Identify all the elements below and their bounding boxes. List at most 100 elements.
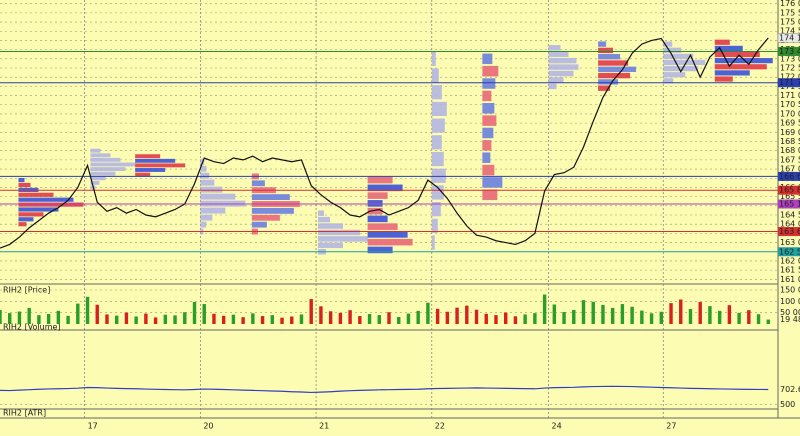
volume-bar xyxy=(513,316,518,324)
volume-bar xyxy=(260,316,265,324)
volume-bar xyxy=(37,315,41,324)
volume-profile-bar xyxy=(318,229,361,236)
volume-profile-bar xyxy=(90,162,136,167)
last-atr-label: 702.689 xyxy=(780,385,800,394)
volume-bar xyxy=(717,310,722,324)
volume-profile-bar xyxy=(431,68,439,83)
y-tick-label: 168 000 xyxy=(780,146,800,155)
y-tick-label: 500 xyxy=(780,400,795,409)
level-tag xyxy=(778,185,800,195)
volume-profile-bar xyxy=(598,54,621,60)
volume-profile-bar xyxy=(367,184,403,192)
volume-bar xyxy=(649,313,654,324)
volume-profile-bar xyxy=(663,47,682,53)
volume-bar xyxy=(192,302,197,324)
level-tag xyxy=(778,247,800,257)
volume-profile-bar xyxy=(90,157,121,162)
volume-bar xyxy=(406,313,411,324)
level-label: 166 600 xyxy=(779,172,800,181)
volume-profile-bar xyxy=(663,59,706,66)
y-tick-label: 150 000 xyxy=(780,286,800,295)
volume-bar xyxy=(0,309,2,324)
volume-profile-bar xyxy=(90,167,126,172)
y-tick-label: 170 500 xyxy=(780,100,800,109)
volume-profile-bar xyxy=(548,51,569,57)
volume-profile-bar xyxy=(200,186,223,193)
volume-profile-bar xyxy=(200,207,226,214)
volume-profile-bar xyxy=(548,83,557,90)
volume-profile-bar xyxy=(318,242,344,249)
atr-line xyxy=(0,385,769,394)
x-tick-label: 20 xyxy=(203,422,213,431)
volume-profile-bar xyxy=(663,66,699,72)
volume-profile-bar xyxy=(714,58,773,64)
volume-profile-bar xyxy=(482,103,495,114)
volume-bar xyxy=(153,317,158,324)
volume-profile-bar xyxy=(200,179,215,186)
volume-bar xyxy=(630,306,634,324)
volume-bar xyxy=(552,304,557,324)
volume-profile-bar xyxy=(251,221,267,228)
volume-profile-bar xyxy=(431,151,444,167)
volume-bar xyxy=(426,302,430,324)
volume-profile-bar xyxy=(90,148,101,153)
y-tick-label: 169 500 xyxy=(780,119,800,128)
level-label: 171 700 xyxy=(779,78,800,87)
volume-bar xyxy=(387,312,391,324)
volume-profile-bar xyxy=(318,236,369,242)
volume-profile-bar xyxy=(251,207,294,214)
volume-profile-bar xyxy=(598,41,607,47)
volume-bar xyxy=(503,312,508,324)
volume-profile-bar xyxy=(251,180,265,187)
volume-profile-bar xyxy=(482,164,495,176)
y-tick-label: 174 500 xyxy=(780,27,800,36)
volume-profile-bar xyxy=(714,64,767,70)
volume-bar xyxy=(319,306,323,324)
level-tag xyxy=(778,199,800,209)
volume-profile-bar xyxy=(548,45,561,51)
volume-profile-bar xyxy=(251,214,280,221)
volume-bar xyxy=(640,310,644,324)
volume-bar xyxy=(659,311,664,324)
volume-bar xyxy=(144,313,148,324)
volume-profile-bar xyxy=(598,47,614,54)
y-tick-label: 162 000 xyxy=(780,256,800,265)
volume-profile-bar xyxy=(18,202,84,207)
volume-profile-bar xyxy=(431,218,438,233)
volume-bar xyxy=(416,310,420,324)
volume-bar xyxy=(8,313,12,324)
level-label: 162 500 xyxy=(779,247,800,256)
volume-bar xyxy=(221,315,226,324)
y-tick-label: 161 500 xyxy=(780,266,800,275)
volume-bar xyxy=(183,312,187,324)
y-tick-label: 173 000 xyxy=(780,54,800,63)
volume-profile-bar xyxy=(135,168,166,172)
volume-bar xyxy=(358,316,362,324)
volume-profile-bar xyxy=(482,90,492,102)
volume-bar xyxy=(17,311,22,324)
volume-profile-bar xyxy=(318,216,331,223)
volume-profile-bar xyxy=(482,127,494,139)
volume-bar xyxy=(66,315,70,324)
x-tick-label: 17 xyxy=(88,422,98,431)
x-tick-label: 21 xyxy=(319,422,329,431)
volume-profile-bar xyxy=(367,207,383,215)
volume-profile-bar xyxy=(367,215,388,223)
level-label: 165 850 xyxy=(779,186,800,195)
volume-bar xyxy=(601,304,605,324)
volume-profile-bar xyxy=(318,223,344,229)
volume-profile-bar xyxy=(431,51,436,66)
volume-bar xyxy=(591,301,595,324)
volume-bar xyxy=(105,314,109,324)
volume-profile-bar xyxy=(18,197,74,202)
volume-bar xyxy=(27,307,31,324)
volume-profile-bar xyxy=(367,200,383,207)
volume-bar xyxy=(270,315,275,324)
level-label: 165 100 xyxy=(779,199,800,208)
y-tick-label: 167 500 xyxy=(780,155,800,164)
volume-bar xyxy=(484,313,488,324)
volume-bar xyxy=(727,305,732,324)
y-tick-label: 172 000 xyxy=(780,73,800,82)
volume-profile-bar xyxy=(431,185,444,200)
